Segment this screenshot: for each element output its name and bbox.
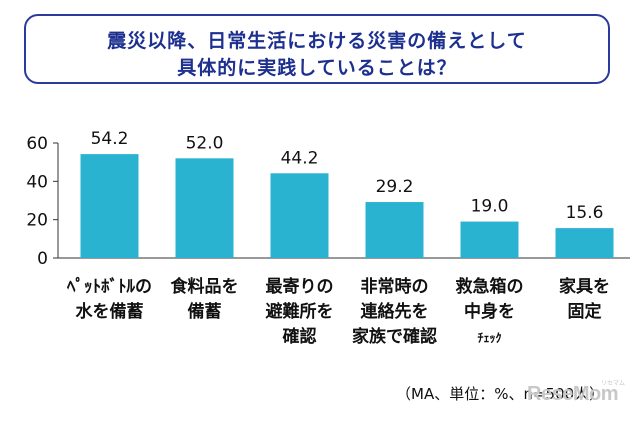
x-category-label: 中身を [464,301,515,322]
x-category-label: 家具を [559,276,610,297]
watermark-logo: ReseMom [527,383,618,405]
x-category-label: 固定 [568,301,602,322]
bar-value-label: 44.2 [281,148,319,168]
sample-note: （MA、単位：%、n=500人） [396,385,605,403]
y-tick-label: 20 [26,211,48,231]
x-category-label: 確認 [283,326,317,347]
bar-value-label: 15.6 [566,203,604,223]
x-category-label: 最寄りの [266,276,334,297]
chart-title-line-1: 震災以降、日常生活における災害の備えとして [107,30,527,52]
x-category-label: 備蓄 [188,301,222,322]
bar [365,202,424,258]
x-category-label: 家族で確認 [352,326,437,347]
bar [80,154,139,258]
y-tick-label: 60 [26,134,48,154]
x-category-label: 水を備蓄 [76,301,144,322]
x-category-label: 避難所を [266,301,334,322]
watermark-logo-small: リセマム [601,380,626,387]
bar [460,221,519,258]
title-box: 震災以降、日常生活における災害の備えとして 具体的に実践していることは？ [24,14,610,84]
x-category-label: 連絡先を [361,301,429,322]
bar [175,158,234,258]
y-tick-label: 0 [37,249,48,269]
y-tick-label: 40 [26,172,48,192]
bar-value-label: 54.2 [91,129,129,149]
x-category-label: ﾍﾟｯﾄﾎﾞﾄﾙの [66,276,152,297]
x-category-label: 救急箱の [456,276,524,297]
bar-value-label: 52.0 [186,133,224,153]
x-category-label: 食料品を [171,276,239,297]
bar-value-label: 19.0 [471,197,509,217]
x-category-label: 非常時の [361,276,429,297]
chart-title-line-2: 具体的に実践していることは？ [177,57,457,79]
bar [270,173,329,258]
bar [555,228,614,258]
bar-value-label: 29.2 [376,177,414,197]
x-category-label: ﾁｪｯｸ [477,331,501,345]
